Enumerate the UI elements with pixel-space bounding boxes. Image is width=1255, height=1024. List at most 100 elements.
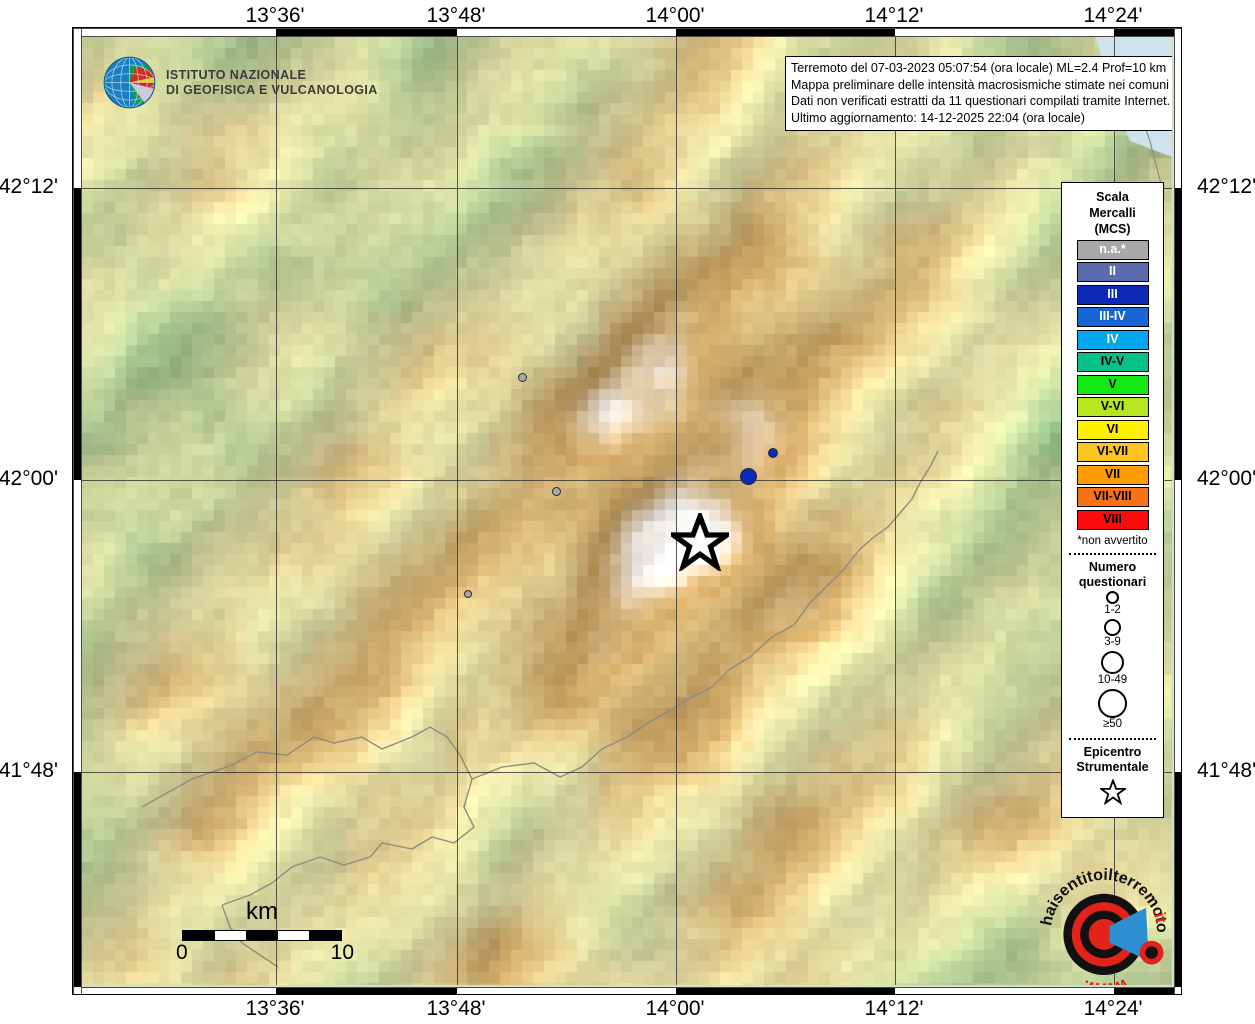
scale-bar-unit: km: [246, 898, 278, 925]
grid-meridian-1: [457, 37, 458, 985]
ingv-logo: ISTITUTO NAZIONALE DI GEOFISICA E VULCAN…: [102, 55, 378, 110]
map-border-top: [73, 28, 1181, 37]
questionnaire-circle-icon-2: [1101, 650, 1124, 674]
scale-bar-segment-1: [214, 931, 247, 940]
intensity-marker[interactable]: [768, 448, 778, 458]
map-border-tick-left-1: [74, 188, 81, 480]
epicenter-star-icon[interactable]: [671, 513, 729, 571]
legend-panel: Scala Mercalli (MCS) n.a.* II III III-IV IV I…: [1061, 182, 1164, 818]
lat-tick-label-left-0: 42°12': [0, 175, 58, 198]
lon-tick-label-bottom-2: 14°00': [645, 997, 705, 1020]
lon-tick-label-top-1: 13°48': [426, 4, 486, 27]
map-frame: ISTITUTO NAZIONALE DI GEOFISICA E VULCAN…: [72, 27, 1182, 995]
lon-tick-label-bottom-3: 14°12': [864, 997, 924, 1020]
hsit-text-bottom: www.: [1080, 975, 1130, 985]
lon-tick-label-top-4: 14°24': [1083, 4, 1143, 27]
administrative-boundaries: [141, 96, 1163, 968]
scale-bar-labels: 0 10: [176, 941, 354, 964]
epicenter-title-line1: Epicentro: [1083, 744, 1142, 759]
mcs-level-ii: II: [1076, 262, 1149, 282]
grid-meridian-2: [676, 37, 677, 985]
mcs-level-vi: VI: [1076, 419, 1149, 440]
legend-title-line2: Mercalli: [1089, 206, 1136, 220]
info-line-2: Dati non verificati estratti da 11 quest…: [791, 94, 1169, 108]
info-line-1: Mappa preliminare delle intensità macros…: [791, 77, 1169, 92]
ingv-line2: DI GEOFISICA E VULCANOLOGIA: [166, 82, 378, 97]
terrain-relief: [82, 37, 1172, 985]
scale-bar-end: 10: [330, 941, 354, 964]
map-canvas[interactable]: ISTITUTO NAZIONALE DI GEOFISICA E VULCAN…: [82, 37, 1172, 985]
legend-title-line1: Scala: [1096, 190, 1129, 204]
mcs-level-v: V: [1076, 374, 1149, 395]
intensity-marker[interactable]: [739, 467, 757, 485]
lat-tick-label-left-2: 41°48': [0, 759, 58, 782]
info-line-3: Ultimo aggiornamento: 14-12-2025 22:04 (…: [791, 110, 1085, 125]
scale-bar: km 0 10: [176, 898, 354, 965]
intensity-marker[interactable]: [551, 486, 561, 496]
scale-bar-start: 0: [176, 941, 188, 964]
scale-bar-segment-4: [309, 931, 341, 940]
questionnaire-size-label-1: 3-9: [1104, 635, 1121, 648]
scale-bar-segment-3: [277, 931, 310, 940]
lon-tick-label-top-3: 14°12': [864, 4, 924, 27]
grid-meridian-0: [276, 37, 277, 985]
mcs-scale-list: n.a.* II III III-IV IV IV-V V V-VI VI VI-VII VII VI…: [1067, 239, 1158, 530]
epicenter-legend-title: Epicentro Strumentale: [1067, 745, 1158, 775]
lon-tick-label-top-2: 14°00': [645, 4, 705, 27]
lat-tick-label-right-0: 42°12': [1197, 175, 1255, 198]
mcs-level-iv: IV: [1076, 329, 1149, 350]
map-border-right: [1174, 28, 1181, 994]
questionnaire-size-label-0: 1-2: [1104, 603, 1121, 616]
mcs-level-na: n.a.*: [1076, 239, 1149, 260]
map-border-bottom: [73, 987, 1181, 994]
scale-bar-segment-0: [183, 931, 215, 940]
ingv-logo-text: ISTITUTO NAZIONALE DI GEOFISICA E VULCAN…: [166, 68, 378, 97]
mcs-level-iiiiv: III-IV: [1076, 307, 1149, 327]
legend-divider-2: [1069, 737, 1156, 740]
mcs-level-vvi: V-VI: [1076, 397, 1149, 417]
lon-tick-label-bottom-1: 13°48': [426, 997, 486, 1020]
grid-parallel-0: [82, 188, 1172, 189]
lat-tick-label-left-1: 42°00': [0, 467, 58, 490]
legend-divider-1: [1069, 552, 1156, 555]
epicenter-title-line2: Strumentale: [1076, 759, 1149, 774]
legend-epicenter-star-icon: [1097, 777, 1128, 805]
mcs-level-ivv: IV-V: [1076, 352, 1149, 372]
questionnaire-circle-icon-3: [1098, 688, 1127, 718]
intensity-marker[interactable]: [517, 372, 527, 382]
map-border-tick-top-5: [1114, 29, 1174, 36]
grid-meridian-3: [895, 37, 896, 985]
map-border-tick-right-3: [1175, 772, 1181, 987]
lon-tick-label-bottom-4: 14°24': [1083, 997, 1143, 1020]
questionnaires-title: Numero questionari: [1067, 560, 1158, 590]
mcs-level-vivii: VI-VII: [1076, 442, 1149, 462]
map-border-tick-left-3: [74, 772, 81, 987]
mcs-level-vii: VII: [1076, 464, 1149, 485]
questionnaire-size-label-2: 10-49: [1097, 673, 1128, 686]
lat-tick-label-right-1: 42°00': [1197, 467, 1255, 490]
legend-footnote: *non avvertito: [1077, 534, 1148, 547]
questionnaire-size-2: 10-49: [1090, 650, 1136, 688]
lon-tick-label-bottom-0: 13°36': [245, 997, 305, 1020]
map-border-tick-top-1: [276, 29, 457, 36]
haisentitoilterremoto-logo[interactable]: haisentitoilterremoto .it www.: [1034, 863, 1172, 985]
lat-tick-label-right-2: 41°48': [1197, 759, 1255, 782]
mcs-level-iii: III: [1076, 284, 1149, 305]
questionnaire-size-3: ≥50: [1090, 688, 1136, 732]
earthquake-info-box: Terremoto del 07-03-2023 05:07:54 (ora l…: [785, 56, 1172, 131]
mcs-level-viii: VIII: [1076, 509, 1149, 530]
svg-text:www.: www.: [1080, 975, 1130, 985]
intensity-marker[interactable]: [464, 590, 472, 598]
questionnaire-size-legend: 1-2 3-9 10-49 ≥50: [1067, 590, 1158, 732]
map-border-tick-bottom-1: [276, 988, 457, 994]
questionnaire-circle-icon-0: [1106, 590, 1119, 604]
scale-bar-segment-2: [246, 931, 278, 940]
map-border-tick-bottom-5: [1114, 988, 1174, 994]
legend-title-line3: (MCS): [1094, 222, 1131, 236]
mcs-level-viiviii: VII-VIII: [1076, 487, 1149, 507]
map-border-left: [73, 28, 82, 994]
info-line-0: Terremoto del 07-03-2023 05:07:54 (ora l…: [791, 61, 1167, 75]
questionnaire-circle-icon-1: [1104, 618, 1121, 636]
questionnaires-title-line2: questionari: [1078, 574, 1147, 589]
